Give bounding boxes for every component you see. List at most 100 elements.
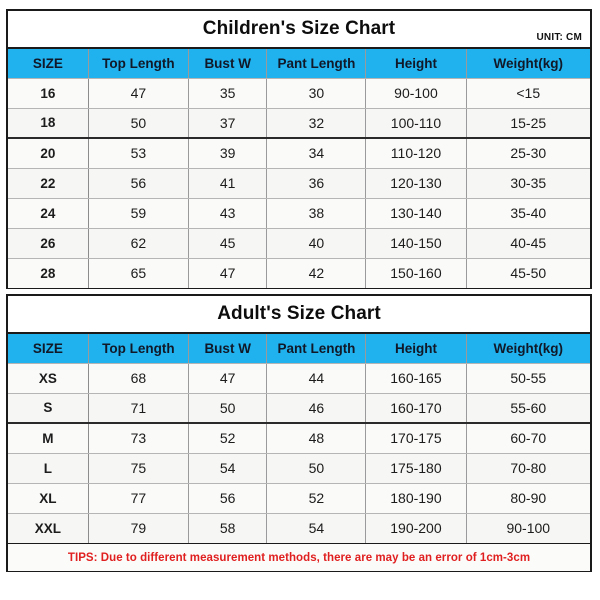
cell-size: 16 xyxy=(8,78,89,109)
cell-bust-w: 41 xyxy=(188,168,268,199)
adults-table-body: XS 68 47 44 160-165 50-55 S 71 50 46 160… xyxy=(8,363,590,543)
table-row: XS 68 47 44 160-165 50-55 xyxy=(8,363,590,394)
adults-title-row: Adult's Size Chart xyxy=(8,296,590,334)
cell-pant-length: 42 xyxy=(266,258,367,288)
table-row: L 75 54 50 175-180 70-80 xyxy=(8,453,590,484)
cell-bust-w: 54 xyxy=(188,453,268,484)
header-row: SIZE Top Length Bust W Pant Length Heigh… xyxy=(8,49,590,79)
children-size-table: SIZE Top Length Bust W Pant Length Heigh… xyxy=(8,49,590,288)
column-header-pant-length: Pant Length xyxy=(266,49,367,79)
cell-weight: 40-45 xyxy=(466,228,590,259)
adults-size-table: SIZE Top Length Bust W Pant Length Heigh… xyxy=(8,334,590,543)
cell-top-length: 68 xyxy=(88,363,189,394)
column-header-weight: Weight(kg) xyxy=(466,49,590,79)
cell-top-length: 50 xyxy=(88,108,189,139)
column-header-height: Height xyxy=(365,49,467,79)
cell-size: 18 xyxy=(8,108,89,139)
table-row: XXL 79 58 54 190-200 90-100 xyxy=(8,513,590,543)
cell-pant-length: 48 xyxy=(266,423,367,454)
cell-size: XL xyxy=(8,483,89,514)
cell-top-length: 62 xyxy=(88,228,189,259)
cell-pant-length: 46 xyxy=(266,393,367,424)
cell-pant-length: 50 xyxy=(266,453,367,484)
unit-label: UNIT: CM xyxy=(536,32,582,43)
cell-size: S xyxy=(8,393,89,424)
cell-size: 28 xyxy=(8,258,89,288)
adults-size-chart-block: Adult's Size Chart SIZE Top Length Bust … xyxy=(6,294,592,572)
cell-size: XXL xyxy=(8,513,89,543)
cell-bust-w: 35 xyxy=(188,78,268,109)
children-table-header: SIZE Top Length Bust W Pant Length Heigh… xyxy=(8,49,590,79)
cell-height: 190-200 xyxy=(365,513,467,543)
cell-size: 26 xyxy=(8,228,89,259)
cell-size: 20 xyxy=(8,138,89,169)
cell-height: 90-100 xyxy=(365,78,467,109)
column-header-size: SIZE xyxy=(8,49,89,79)
cell-bust-w: 50 xyxy=(188,393,268,424)
cell-top-length: 56 xyxy=(88,168,189,199)
cell-height: 160-170 xyxy=(365,393,467,424)
table-row: M 73 52 48 170-175 60-70 xyxy=(8,423,590,454)
table-row: 18 50 37 32 100-110 15-25 xyxy=(8,108,590,139)
table-row: 22 56 41 36 120-130 30-35 xyxy=(8,168,590,199)
cell-pant-length: 34 xyxy=(266,138,367,169)
column-header-weight: Weight(kg) xyxy=(466,334,590,364)
cell-weight: 15-25 xyxy=(466,108,590,139)
cell-bust-w: 56 xyxy=(188,483,268,514)
table-row: XL 77 56 52 180-190 80-90 xyxy=(8,483,590,514)
cell-pant-length: 30 xyxy=(266,78,367,109)
cell-size: 24 xyxy=(8,198,89,229)
table-row: 20 53 39 34 110-120 25-30 xyxy=(8,138,590,169)
column-header-bust-w: Bust W xyxy=(188,334,268,364)
column-header-pant-length: Pant Length xyxy=(266,334,367,364)
table-row: 16 47 35 30 90-100 <15 xyxy=(8,78,590,109)
cell-top-length: 47 xyxy=(88,78,189,109)
children-size-chart-block: Children's Size Chart UNIT: CM SIZE Top … xyxy=(6,9,592,289)
table-row: 28 65 47 42 150-160 45-50 xyxy=(8,258,590,288)
adults-table-header: SIZE Top Length Bust W Pant Length Heigh… xyxy=(8,334,590,364)
tips-text: TIPS: Due to different measurement metho… xyxy=(67,551,531,564)
cell-bust-w: 47 xyxy=(188,363,268,394)
cell-pant-length: 54 xyxy=(266,513,367,543)
cell-height: 160-165 xyxy=(365,363,467,394)
cell-height: 110-120 xyxy=(365,138,467,169)
cell-top-length: 73 xyxy=(88,423,189,454)
cell-height: 170-175 xyxy=(365,423,467,454)
cell-height: 120-130 xyxy=(365,168,467,199)
cell-weight: 35-40 xyxy=(466,198,590,229)
cell-weight: 30-35 xyxy=(466,168,590,199)
table-row: 26 62 45 40 140-150 40-45 xyxy=(8,228,590,259)
children-table-body: 16 47 35 30 90-100 <15 18 50 37 32 100-1… xyxy=(8,78,590,288)
cell-weight: 45-50 xyxy=(466,258,590,288)
column-header-bust-w: Bust W xyxy=(188,49,268,79)
column-header-size: SIZE xyxy=(8,334,89,364)
column-header-top-length: Top Length xyxy=(88,334,189,364)
cell-size: XS xyxy=(8,363,89,394)
cell-height: 175-180 xyxy=(365,453,467,484)
cell-bust-w: 45 xyxy=(188,228,268,259)
cell-weight: 80-90 xyxy=(466,483,590,514)
cell-bust-w: 52 xyxy=(188,423,268,454)
cell-weight: 25-30 xyxy=(466,138,590,169)
cell-height: 180-190 xyxy=(365,483,467,514)
table-row: 24 59 43 38 130-140 35-40 xyxy=(8,198,590,229)
tips-row: TIPS: Due to different measurement metho… xyxy=(8,543,590,571)
cell-size: L xyxy=(8,453,89,484)
cell-size: M xyxy=(8,423,89,454)
header-row: SIZE Top Length Bust W Pant Length Heigh… xyxy=(8,334,590,364)
cell-bust-w: 43 xyxy=(188,198,268,229)
cell-height: 130-140 xyxy=(365,198,467,229)
cell-pant-length: 36 xyxy=(266,168,367,199)
column-header-height: Height xyxy=(365,334,467,364)
cell-top-length: 59 xyxy=(88,198,189,229)
cell-pant-length: 38 xyxy=(266,198,367,229)
cell-weight: 55-60 xyxy=(466,393,590,424)
cell-pant-length: 32 xyxy=(266,108,367,139)
children-chart-title: Children's Size Chart xyxy=(202,18,396,39)
cell-bust-w: 39 xyxy=(188,138,268,169)
adults-chart-title: Adult's Size Chart xyxy=(217,303,381,324)
cell-pant-length: 40 xyxy=(266,228,367,259)
cell-top-length: 65 xyxy=(88,258,189,288)
cell-weight: 90-100 xyxy=(466,513,590,543)
